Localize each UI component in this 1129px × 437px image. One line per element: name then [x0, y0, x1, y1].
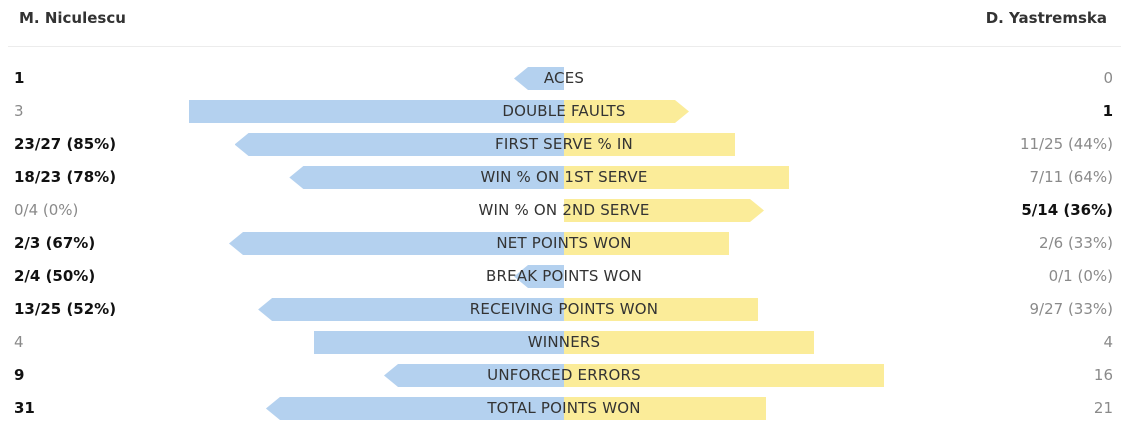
stat-value-left: 13/25 (52%)	[14, 300, 117, 318]
stat-value-left: 3	[14, 102, 24, 120]
stat-value-right: 16	[1093, 366, 1113, 384]
bar-right	[564, 166, 790, 189]
stat-row: WIN % ON 1ST SERVE 18/23 (78%) 7/11 (64%)	[0, 166, 1129, 189]
bar-right	[564, 133, 735, 156]
stat-value-right: 4	[1103, 333, 1113, 351]
stat-value-left: 23/27 (85%)	[14, 135, 117, 153]
stat-row: NET POINTS WON 2/3 (67%) 2/6 (33%)	[0, 232, 1129, 255]
stat-row: WIN % ON 2ND SERVE 0/4 (0%) 5/14 (36%)	[0, 199, 1129, 222]
stat-value-right: 5/14 (36%)	[1021, 201, 1113, 219]
stat-label: TOTAL POINTS WON	[487, 399, 641, 417]
stat-value-right: 21	[1093, 399, 1113, 417]
stat-value-left: 2/3 (67%)	[14, 234, 96, 252]
bar-left	[189, 100, 564, 123]
stat-value-right: 11/25 (44%)	[1019, 135, 1113, 153]
bar-left	[265, 397, 564, 420]
bar-right	[564, 298, 759, 321]
stat-label: WIN % ON 2ND SERVE	[478, 201, 650, 219]
stat-value-right: 1	[1102, 102, 1113, 120]
stat-value-right: 0	[1103, 69, 1113, 87]
stat-value-right: 2/6 (33%)	[1039, 234, 1113, 252]
bar-right	[564, 331, 814, 354]
stat-value-right: 0/1 (0%)	[1048, 267, 1113, 285]
stat-value-left: 4	[14, 333, 24, 351]
stat-label: WIN % ON 1ST SERVE	[480, 168, 648, 186]
bar-left	[258, 298, 564, 321]
stat-label: NET POINTS WON	[496, 234, 632, 252]
stat-value-left: 18/23 (78%)	[14, 168, 117, 186]
stat-row: DOUBLE FAULTS 3 1	[0, 100, 1129, 123]
stat-row: ACES 1 0	[0, 67, 1129, 90]
stat-value-right: 9/27 (33%)	[1029, 300, 1114, 318]
stat-row: WINNERS 4 4	[0, 331, 1129, 354]
stat-label: FIRST SERVE % IN	[495, 135, 633, 153]
player-name-right: D. Yastremska	[985, 9, 1107, 27]
bar-right	[564, 364, 884, 387]
stat-label: UNFORCED ERRORS	[487, 366, 641, 384]
stat-value-left: 9	[14, 366, 25, 384]
bar-left	[314, 331, 564, 354]
stat-label: WINNERS	[527, 333, 601, 351]
bar-left	[229, 232, 564, 255]
bar-right	[564, 199, 764, 222]
stat-label: ACES	[543, 69, 585, 87]
bar-right	[564, 100, 689, 123]
stat-value-left: 2/4 (50%)	[14, 267, 96, 285]
header-divider	[8, 46, 1121, 47]
stat-row: UNFORCED ERRORS 9 16	[0, 364, 1129, 387]
bar-left	[234, 133, 564, 156]
stat-row: RECEIVING POINTS WON 13/25 (52%) 9/27 (33%…	[0, 298, 1129, 321]
stat-label: RECEIVING POINTS WON	[469, 300, 659, 318]
stat-label: BREAK POINTS WON	[485, 267, 643, 285]
stat-row: BREAK POINTS WON 2/4 (50%) 0/1 (0%)	[0, 265, 1129, 288]
bar-left	[289, 166, 564, 189]
player-name-left: M. Niculescu	[19, 9, 126, 27]
stat-value-left: 1	[14, 69, 25, 87]
stat-value-right: 7/11 (64%)	[1029, 168, 1114, 186]
stat-row: FIRST SERVE % IN 23/27 (85%) 11/25 (44%)	[0, 133, 1129, 156]
stat-row: TOTAL POINTS WON 31 21	[0, 397, 1129, 420]
stat-value-left: 31	[14, 399, 35, 417]
bar-right	[564, 397, 766, 420]
stat-value-left: 0/4 (0%)	[14, 201, 79, 219]
stat-label: DOUBLE FAULTS	[502, 102, 626, 120]
bar-right	[564, 232, 729, 255]
bar-left	[384, 364, 564, 387]
bar-left	[514, 67, 564, 90]
bar-left	[514, 265, 564, 288]
